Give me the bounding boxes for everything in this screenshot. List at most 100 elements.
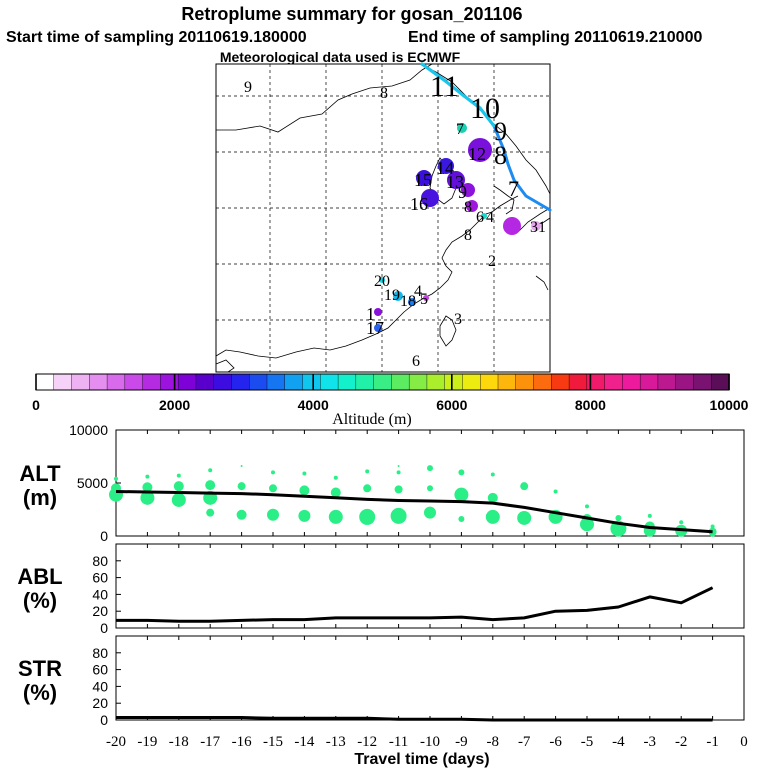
map-label: 4 [486, 209, 494, 226]
colorbar-cell [533, 373, 553, 391]
y-tick-label: 40 [92, 586, 108, 602]
map-label: 15 [414, 170, 432, 190]
colorbar-cell [373, 373, 393, 391]
altitude-point [580, 517, 594, 532]
x-tick-label: -11 [389, 734, 408, 750]
series-line [116, 586, 714, 623]
altitude-point [236, 509, 247, 520]
end-time-label: End time of sampling 20110619.210000 [408, 29, 702, 46]
series-line [116, 716, 713, 722]
altitude-point [205, 480, 216, 491]
panel-frame [115, 543, 745, 629]
colorbar-cell [462, 373, 481, 391]
altitude-point [328, 509, 343, 524]
y-tick-label: 0 [100, 712, 108, 728]
altitude-point [267, 508, 279, 521]
altitude-point [298, 509, 311, 522]
x-tick-label: -15 [263, 734, 283, 750]
x-tick-label: -17 [200, 734, 220, 750]
series-line [115, 490, 713, 534]
colorbar-cell [124, 373, 144, 391]
map-marker [416, 170, 432, 186]
altitude-point [427, 465, 433, 472]
altitude-point [359, 508, 376, 525]
altitude-point [173, 481, 184, 492]
altitude-point [394, 485, 403, 494]
map-label: 8 [380, 85, 388, 102]
altitude-point [269, 484, 277, 493]
x-tick-label: -18 [169, 734, 189, 750]
map-frame [215, 63, 551, 373]
colorbar-ticks: 0 2000 4000 6000 8000 10000 [32, 374, 749, 413]
altitude-point [271, 470, 275, 475]
colorbar-cell [604, 373, 624, 391]
altitude-point [390, 507, 407, 524]
altitude-point [109, 487, 123, 502]
map-label: 10 [470, 92, 500, 125]
colorbar-cell [337, 373, 357, 391]
map-marker [503, 217, 521, 235]
map-label: 7 [508, 176, 519, 201]
x-axis-title: Travel time (days) [354, 751, 489, 768]
map-marker [421, 189, 439, 207]
altitude-point [333, 475, 338, 480]
map-marker [408, 298, 416, 306]
x-tick-label: -14 [294, 734, 314, 750]
colorbar-cell [71, 373, 91, 391]
map-panel: 9 8 11 10 7 9 8 12 14 15 13 9 16 7 8 6 4… [215, 62, 552, 373]
colorbar-cell [497, 373, 517, 391]
altitude-point [553, 489, 558, 494]
colorbar-cell [195, 373, 215, 391]
y-axis-title: ALT [19, 461, 61, 486]
map-marker [468, 138, 492, 162]
y-tick-label: 80 [92, 553, 108, 569]
colorbar-cell [408, 373, 428, 391]
x-tick-label: -1 [706, 734, 719, 750]
met-data-label: Meteorological data used is ECMWF [220, 49, 461, 65]
colorbar-cell [53, 373, 73, 391]
x-tick-label: 0 [740, 734, 748, 750]
altitude-point [585, 504, 589, 509]
colorbar-tick-label: 6000 [436, 397, 467, 413]
y-axis-title: (m) [23, 485, 57, 510]
x-tick-label: -7 [518, 734, 531, 750]
map-label: 13 [446, 172, 464, 192]
colorbar-cell [142, 373, 162, 391]
map-grid [216, 64, 550, 372]
colorbar-cell [284, 373, 304, 391]
panel-frame [115, 635, 745, 721]
colorbar-cell [568, 373, 588, 391]
map-label: 4 [414, 283, 422, 300]
colorbar-cell [693, 373, 712, 391]
colorbar-cell [355, 373, 375, 391]
y-axis-title: ABL [17, 564, 62, 589]
colorbar-cell [89, 373, 108, 391]
map-label: 6 [476, 209, 484, 226]
map-marker [393, 291, 403, 301]
colorbar-cell [302, 373, 322, 391]
y-axis-title: (%) [23, 680, 57, 705]
x-tick-label: -6 [549, 734, 562, 750]
colorbar-cell [622, 373, 641, 391]
y-tick-label: 5000 [77, 475, 108, 491]
colorbar-cell [391, 373, 410, 391]
map-marker [379, 277, 385, 283]
y-tick-label: 0 [100, 528, 108, 544]
x-tick-label: -8 [487, 734, 500, 750]
colorbar-cell [320, 373, 339, 391]
altitude-point [114, 476, 118, 481]
y-axis-title: (%) [23, 588, 57, 613]
altitude-point [679, 520, 684, 525]
colorbar-tick-label: 10000 [710, 397, 749, 413]
map-marker [531, 221, 541, 231]
map-label: 8 [464, 227, 472, 244]
altitude-point [424, 506, 436, 519]
altitude-point [171, 492, 186, 507]
colorbar-cell [231, 373, 250, 391]
colorbar-label: Altitude (m) [332, 411, 412, 428]
map-label: 17 [366, 318, 384, 338]
start-time-label: Start time of sampling 20110619.180000 [6, 29, 307, 46]
